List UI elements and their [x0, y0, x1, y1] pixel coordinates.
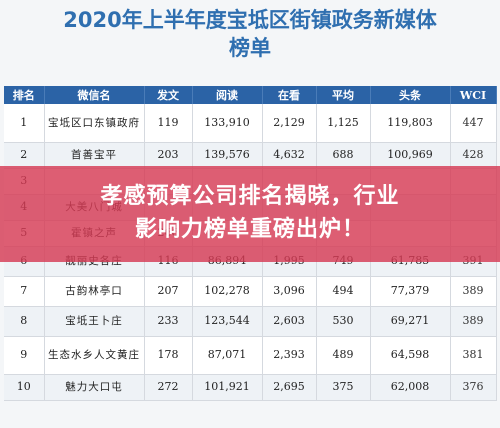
cell-name: 生态水乡人文黄庄 — [44, 336, 145, 375]
cell-looking: 3,096 — [262, 276, 317, 307]
cell-rank: 7 — [4, 276, 45, 307]
cell-reads: 123,544 — [192, 306, 263, 337]
cell-avg: 494 — [316, 276, 371, 307]
cell-posts: 203 — [144, 142, 193, 169]
cell-reads: 133,910 — [192, 104, 263, 143]
table-row: 9 生态水乡人文黄庄 178 87,071 2,393 489 64,598 381 — [4, 336, 497, 375]
cell-top: 62,008 — [370, 374, 451, 401]
cell-rank: 2 — [4, 142, 45, 169]
cell-wci: 447 — [450, 104, 497, 143]
table-row: 7 古韵林亭口 207 102,278 3,096 494 77,379 389 — [4, 276, 497, 307]
cell-name: 古韵林亭口 — [44, 276, 145, 307]
cell-name: 魅力大口屯 — [44, 374, 145, 401]
cell-top: 77,379 — [370, 276, 451, 307]
cell-looking: 2,695 — [262, 374, 317, 401]
cell-posts: 272 — [144, 374, 193, 401]
title-line-1: 2020年上半年度宝坻区街镇政务新媒体 — [63, 8, 437, 32]
table-row: 2 首善宝平 203 139,576 4,632 688 100,969 428 — [4, 142, 497, 169]
cell-name: 宝坻区口东镇政府 — [44, 104, 145, 143]
title-line-2: 榜单 — [229, 36, 271, 60]
table-row: 8 宝坻王卜庄 233 123,544 2,603 530 69,271 389 — [4, 306, 497, 337]
cell-top: 119,803 — [370, 104, 451, 143]
cell-rank: 1 — [4, 104, 45, 143]
cell-wci: 389 — [450, 306, 497, 337]
cell-posts: 178 — [144, 336, 193, 375]
cell-looking: 4,632 — [262, 142, 317, 169]
cell-avg: 1,125 — [316, 104, 371, 143]
cell-top: 100,969 — [370, 142, 451, 169]
cell-wci: 428 — [450, 142, 497, 169]
cell-top: 64,598 — [370, 336, 451, 375]
cell-reads: 101,921 — [192, 374, 263, 401]
cell-posts: 233 — [144, 306, 193, 337]
header-posts: 发文 — [144, 86, 193, 104]
cell-looking: 2,393 — [262, 336, 317, 375]
headline-banner: 孝感预算公司排名揭晓，行业 影响力榜单重磅出炉！ — [0, 166, 500, 262]
cell-wci: 376 — [450, 374, 497, 401]
header-rank: 排名 — [4, 86, 45, 104]
table-row: 1 宝坻区口东镇政府 119 133,910 2,129 1,125 119,803 447 — [4, 104, 497, 143]
cell-rank: 8 — [4, 306, 45, 337]
header-average: 平均 — [316, 86, 371, 104]
header-wci: WCI — [450, 86, 497, 104]
cell-avg: 489 — [316, 336, 371, 375]
header-reads: 阅读 — [192, 86, 263, 104]
cell-rank: 10 — [4, 374, 45, 401]
banner-line-2: 影响力榜单重磅出炉！ — [134, 217, 365, 242]
cell-name: 宝坻王卜庄 — [44, 306, 145, 337]
header-top: 头条 — [370, 86, 451, 104]
table-row: 10 魅力大口屯 272 101,921 2,695 375 62,008 376 — [4, 374, 497, 401]
banner-line-1: 孝感预算公司排名揭晓，行业 — [100, 184, 400, 209]
cell-avg: 375 — [316, 374, 371, 401]
cell-top: 69,271 — [370, 306, 451, 337]
page-title: 2020年上半年度宝坻区街镇政务新媒体 榜单 — [0, 6, 500, 62]
cell-reads: 87,071 — [192, 336, 263, 375]
cell-posts: 119 — [144, 104, 193, 143]
cell-name: 首善宝平 — [44, 142, 145, 169]
cell-avg: 530 — [316, 306, 371, 337]
table-header-row: 排名 微信名 发文 阅读 在看 平均 头条 WCI — [4, 86, 497, 104]
cell-avg: 688 — [316, 142, 371, 169]
cell-wci: 389 — [450, 276, 497, 307]
header-looking: 在看 — [262, 86, 317, 104]
cell-reads: 139,576 — [192, 142, 263, 169]
cell-looking: 2,129 — [262, 104, 317, 143]
cell-posts: 207 — [144, 276, 193, 307]
header-wechat-name: 微信名 — [44, 86, 145, 104]
cell-looking: 2,603 — [262, 306, 317, 337]
cell-rank: 9 — [4, 336, 45, 375]
cell-reads: 102,278 — [192, 276, 263, 307]
cell-wci: 381 — [450, 336, 497, 375]
